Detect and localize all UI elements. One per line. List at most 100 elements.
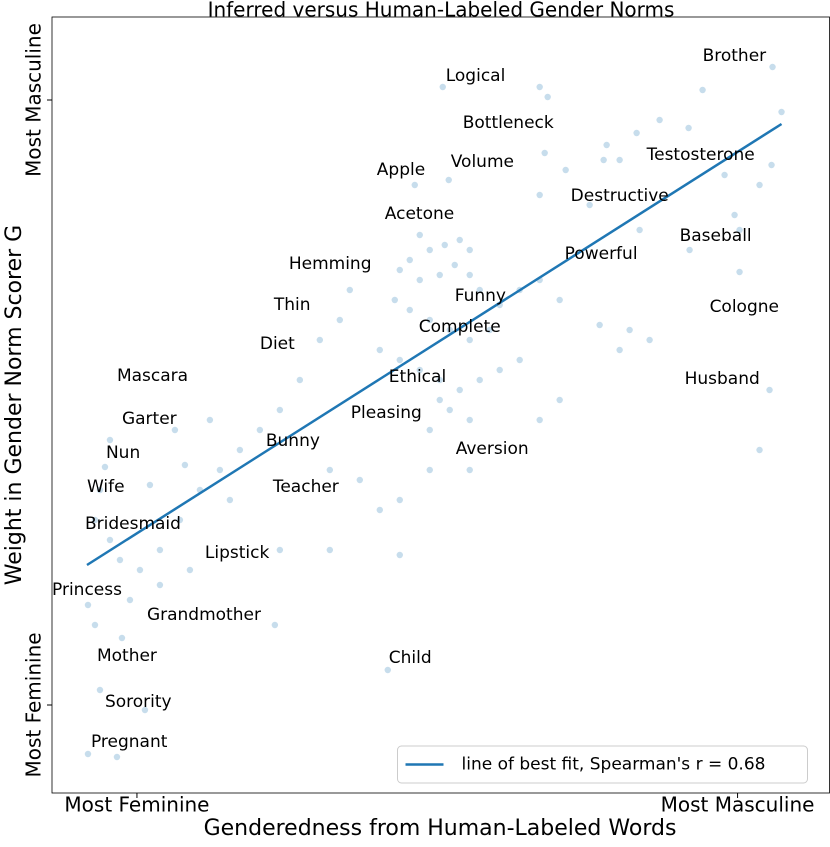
legend-box bbox=[397, 745, 808, 784]
point bbox=[171, 426, 179, 434]
y-axis-label: Weight in Gender Norm Scorer G bbox=[2, 225, 27, 585]
point bbox=[396, 356, 403, 364]
point bbox=[562, 166, 569, 174]
point bbox=[656, 116, 663, 124]
annotation: Bunny bbox=[266, 431, 320, 451]
point bbox=[271, 621, 279, 629]
annotation: Aversion bbox=[456, 439, 529, 459]
point bbox=[486, 326, 493, 334]
point bbox=[636, 226, 643, 234]
point bbox=[616, 346, 623, 354]
point bbox=[136, 566, 144, 574]
point bbox=[113, 753, 121, 761]
point bbox=[216, 466, 224, 474]
fit-line bbox=[86, 122, 783, 567]
point bbox=[141, 706, 149, 714]
annotation: Sorority bbox=[105, 692, 172, 712]
point bbox=[406, 306, 413, 314]
point bbox=[296, 376, 304, 384]
point bbox=[84, 750, 92, 758]
point bbox=[616, 156, 623, 164]
point bbox=[326, 466, 334, 474]
point bbox=[768, 161, 775, 169]
point bbox=[336, 316, 344, 324]
point bbox=[396, 496, 403, 504]
point bbox=[456, 386, 463, 394]
annotation: Nun bbox=[106, 443, 140, 463]
point bbox=[146, 481, 154, 489]
annotation: Ethical bbox=[389, 367, 446, 387]
point bbox=[91, 621, 99, 629]
x-tick-label: Most Feminine bbox=[64, 793, 209, 817]
annotation: Pleasing bbox=[351, 403, 422, 423]
point bbox=[685, 124, 692, 132]
point bbox=[416, 366, 423, 374]
point bbox=[446, 406, 453, 414]
point bbox=[633, 129, 640, 137]
point bbox=[556, 396, 563, 404]
point bbox=[426, 316, 433, 324]
point bbox=[439, 83, 446, 91]
annotation: Princess bbox=[52, 580, 122, 600]
x-tick-label: Most Masculine bbox=[661, 793, 815, 817]
point bbox=[466, 271, 473, 279]
point bbox=[596, 321, 603, 329]
annotation: Husband bbox=[685, 369, 760, 389]
point bbox=[91, 516, 99, 524]
annotation: Acetone bbox=[385, 204, 454, 224]
point bbox=[736, 226, 743, 234]
annotation: Mother bbox=[97, 646, 157, 666]
annotation: Bottleneck bbox=[463, 113, 554, 133]
point bbox=[476, 286, 483, 294]
annotation: Volume bbox=[451, 152, 514, 172]
point bbox=[376, 506, 383, 514]
point bbox=[226, 496, 234, 504]
annotation: Garter bbox=[122, 409, 177, 429]
point bbox=[436, 271, 443, 279]
plot-frame bbox=[51, 16, 830, 794]
point bbox=[326, 546, 334, 554]
point bbox=[466, 246, 473, 254]
annotation: Powerful bbox=[565, 244, 638, 264]
point bbox=[236, 446, 244, 454]
point bbox=[96, 686, 104, 694]
point bbox=[476, 376, 483, 384]
point bbox=[778, 108, 785, 116]
point bbox=[426, 426, 433, 434]
point bbox=[411, 181, 418, 189]
annotation: Funny bbox=[455, 286, 506, 306]
annotation: Testosterone bbox=[646, 145, 755, 165]
point bbox=[466, 466, 473, 474]
legend-label: line of best fit, Spearman's r = 0.68 bbox=[462, 755, 766, 775]
point bbox=[536, 416, 543, 424]
point bbox=[396, 266, 403, 274]
point bbox=[256, 426, 264, 434]
point bbox=[106, 536, 114, 544]
point bbox=[466, 416, 473, 424]
annotation: Apple bbox=[377, 160, 425, 180]
point bbox=[156, 581, 164, 589]
point bbox=[766, 386, 773, 394]
point bbox=[276, 546, 284, 554]
annotation: Logical bbox=[446, 66, 506, 86]
point bbox=[556, 296, 563, 304]
y-tick-label: Most Masculine bbox=[22, 23, 46, 177]
annotation: Pregnant bbox=[91, 732, 168, 752]
point bbox=[756, 446, 763, 454]
point bbox=[436, 376, 443, 384]
point bbox=[603, 141, 610, 149]
point bbox=[756, 181, 763, 189]
point bbox=[586, 201, 593, 209]
point bbox=[106, 436, 114, 444]
annotation: Grandmother bbox=[147, 605, 261, 625]
annotation: Baseball bbox=[680, 226, 752, 246]
point bbox=[536, 83, 543, 91]
point bbox=[536, 191, 543, 199]
point bbox=[356, 476, 364, 484]
annotation: Lipstick bbox=[205, 543, 270, 563]
point bbox=[446, 326, 453, 334]
point bbox=[436, 396, 443, 404]
point bbox=[116, 556, 124, 564]
point bbox=[84, 601, 92, 609]
